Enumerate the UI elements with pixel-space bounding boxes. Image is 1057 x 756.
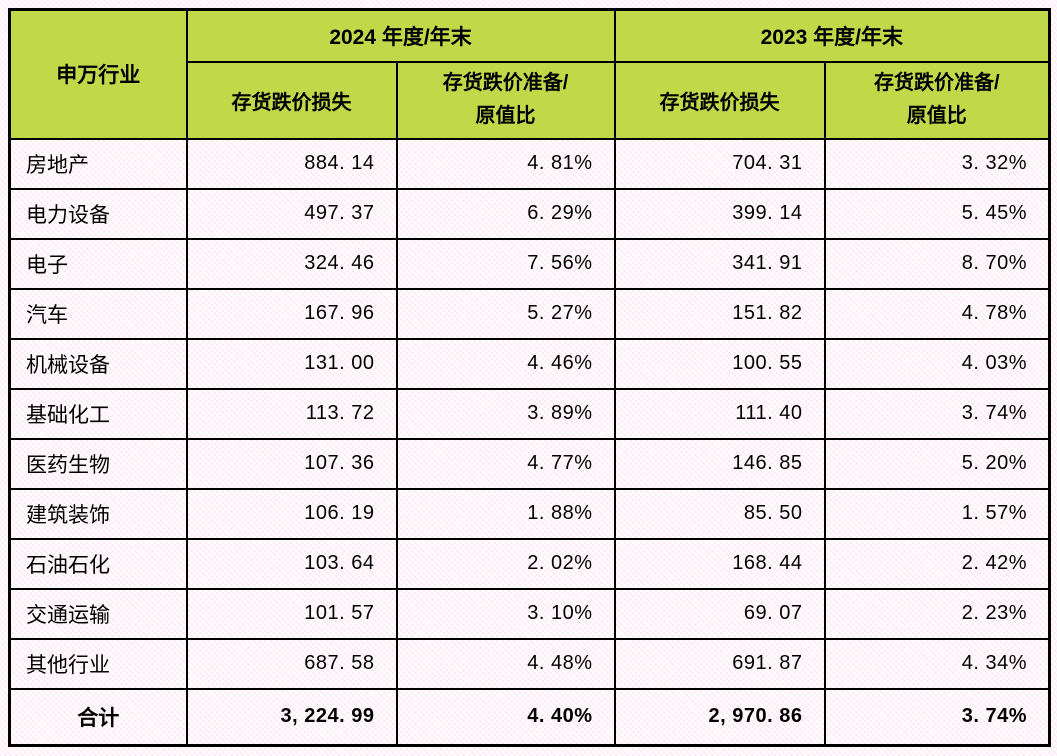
industry-cell: 机械设备 <box>8 337 188 390</box>
ratio-2024-cell: 7. 56% <box>395 237 616 290</box>
header-row-years: 申万行业 2024 年度/年末 2023 年度/年末 <box>8 8 1051 140</box>
loss-2024-cell: 497. 37 <box>185 187 398 240</box>
ratio-2023-cell: 3. 32% <box>823 137 1051 190</box>
loss-2024-cell: 131. 00 <box>185 337 398 390</box>
inventory-writedown-table: 申万行业 2024 年度/年末 2023 年度/年末 存货跌价损失 存货跌价准备… <box>8 8 1052 747</box>
loss-2024-cell: 101. 57 <box>185 587 398 640</box>
loss-2023-cell: 146. 85 <box>613 437 826 490</box>
ratio-2023-cell: 8. 70% <box>823 237 1051 290</box>
industry-cell: 基础化工 <box>8 387 188 440</box>
ratio-2024-cell: 3. 89% <box>395 387 616 440</box>
table-row-other-industries: 其他行业 687. 58 4. 48% 691. 87 4. 34% <box>8 637 1051 690</box>
ratio-2023-cell: 4. 03% <box>823 337 1051 390</box>
industry-cell: 建筑装饰 <box>8 487 188 540</box>
table-row-electronics: 电子 324. 46 7. 56% 341. 91 8. 70% <box>8 237 1051 290</box>
industry-cell: 其他行业 <box>8 637 188 690</box>
table-row-power-equipment: 电力设备 497. 37 6. 29% 399. 14 5. 45% <box>8 187 1051 240</box>
ratio-2024-header-line2: 原值比 <box>475 105 536 127</box>
industry-cell: 交通运输 <box>8 587 188 640</box>
ratio-2023-header-line1: 存货跌价准备/ <box>873 72 1000 94</box>
table-row-machinery: 机械设备 131. 00 4. 46% 100. 55 4. 03% <box>8 337 1051 390</box>
loss-2023-cell: 341. 91 <box>613 237 826 290</box>
ratio-2024-cell: 1. 88% <box>395 487 616 540</box>
loss-2024-cell: 167. 96 <box>185 287 398 340</box>
ratio-2023-cell: 5. 45% <box>823 187 1051 240</box>
ratio-2023-cell: 4. 78% <box>823 287 1051 340</box>
table-row-petroleum-petrochemical: 石油石化 103. 64 2. 02% 168. 44 2. 42% <box>8 537 1051 590</box>
ratio-2024-cell: 4. 48% <box>395 637 616 690</box>
total-loss-2024-cell: 3, 224. 99 <box>185 687 398 747</box>
table-row-automobile: 汽车 167. 96 5. 27% 151. 82 4. 78% <box>8 287 1051 340</box>
loss-2024-cell: 324. 46 <box>185 237 398 290</box>
total-ratio-2024-cell: 4. 40% <box>395 687 616 747</box>
industry-column-header: 申万行业 <box>8 8 188 140</box>
ratio-2023-cell: 1. 57% <box>823 487 1051 540</box>
ratio-2024-cell: 2. 02% <box>395 537 616 590</box>
year-2023-group-header: 2023 年度/年末 <box>613 8 1051 63</box>
loss-2024-cell: 107. 36 <box>185 437 398 490</box>
ratio-2023-header-line2: 原值比 <box>906 105 967 127</box>
total-label-cell: 合计 <box>8 687 188 747</box>
year-2024-group-header: 2024 年度/年末 <box>185 8 616 63</box>
industry-cell: 医药生物 <box>8 437 188 490</box>
table-row-pharma-bio: 医药生物 107. 36 4. 77% 146. 85 5. 20% <box>8 437 1051 490</box>
header-row-metrics: 存货跌价损失 存货跌价准备/ 原值比 存货跌价损失 存货跌价准备/ 原值比 <box>10 60 1051 140</box>
ratio-2024-cell: 4. 46% <box>395 337 616 390</box>
table-row-construction-decoration: 建筑装饰 106. 19 1. 88% 85. 50 1. 57% <box>8 487 1051 540</box>
ratio-2024-cell: 6. 29% <box>395 187 616 240</box>
ratio-2024-header-line1: 存货跌价准备/ <box>442 72 569 94</box>
ratio-2023-cell: 4. 34% <box>823 637 1051 690</box>
loss-2024-cell: 106. 19 <box>185 487 398 540</box>
loss-2023-cell: 691. 87 <box>613 637 826 690</box>
ratio-2024-cell: 4. 77% <box>395 437 616 490</box>
loss-2024-column-header: 存货跌价损失 <box>185 60 398 140</box>
table-row-total: 合计 3, 224. 99 4. 40% 2, 970. 86 3. 74% <box>8 687 1051 747</box>
ratio-2023-cell: 3. 74% <box>823 387 1051 440</box>
ratio-2023-cell: 2. 42% <box>823 537 1051 590</box>
total-ratio-2023-cell: 3. 74% <box>823 687 1051 747</box>
loss-2024-cell: 687. 58 <box>185 637 398 690</box>
loss-2024-cell: 103. 64 <box>185 537 398 590</box>
industry-cell: 电子 <box>8 237 188 290</box>
industry-cell: 房地产 <box>8 137 188 190</box>
industry-cell: 石油石化 <box>8 537 188 590</box>
loss-2023-cell: 151. 82 <box>613 287 826 340</box>
loss-2023-cell: 168. 44 <box>613 537 826 590</box>
table-row-transportation: 交通运输 101. 57 3. 10% 69. 07 2. 23% <box>8 587 1051 640</box>
table-row-basic-chemicals: 基础化工 113. 72 3. 89% 111. 40 3. 74% <box>8 387 1051 440</box>
loss-2023-cell: 111. 40 <box>613 387 826 440</box>
loss-2023-column-header: 存货跌价损失 <box>613 60 826 140</box>
ratio-2023-cell: 2. 23% <box>823 587 1051 640</box>
loss-2024-cell: 884. 14 <box>185 137 398 190</box>
loss-2023-cell: 100. 55 <box>613 337 826 390</box>
ratio-2024-cell: 3. 10% <box>395 587 616 640</box>
ratio-2024-cell: 4. 81% <box>395 137 616 190</box>
ratio-2023-cell: 5. 20% <box>823 437 1051 490</box>
ratio-2023-column-header: 存货跌价准备/ 原值比 <box>823 60 1051 140</box>
loss-2024-cell: 113. 72 <box>185 387 398 440</box>
table-row-real-estate: 房地产 884. 14 4. 81% 704. 31 3. 32% <box>8 137 1051 190</box>
loss-2023-cell: 85. 50 <box>613 487 826 540</box>
loss-2023-cell: 69. 07 <box>613 587 826 640</box>
industry-cell: 汽车 <box>8 287 188 340</box>
total-loss-2023-cell: 2, 970. 86 <box>613 687 826 747</box>
loss-2023-cell: 704. 31 <box>613 137 826 190</box>
ratio-2024-cell: 5. 27% <box>395 287 616 340</box>
ratio-2024-column-header: 存货跌价准备/ 原值比 <box>395 60 616 140</box>
loss-2023-cell: 399. 14 <box>613 187 826 240</box>
industry-cell: 电力设备 <box>8 187 188 240</box>
